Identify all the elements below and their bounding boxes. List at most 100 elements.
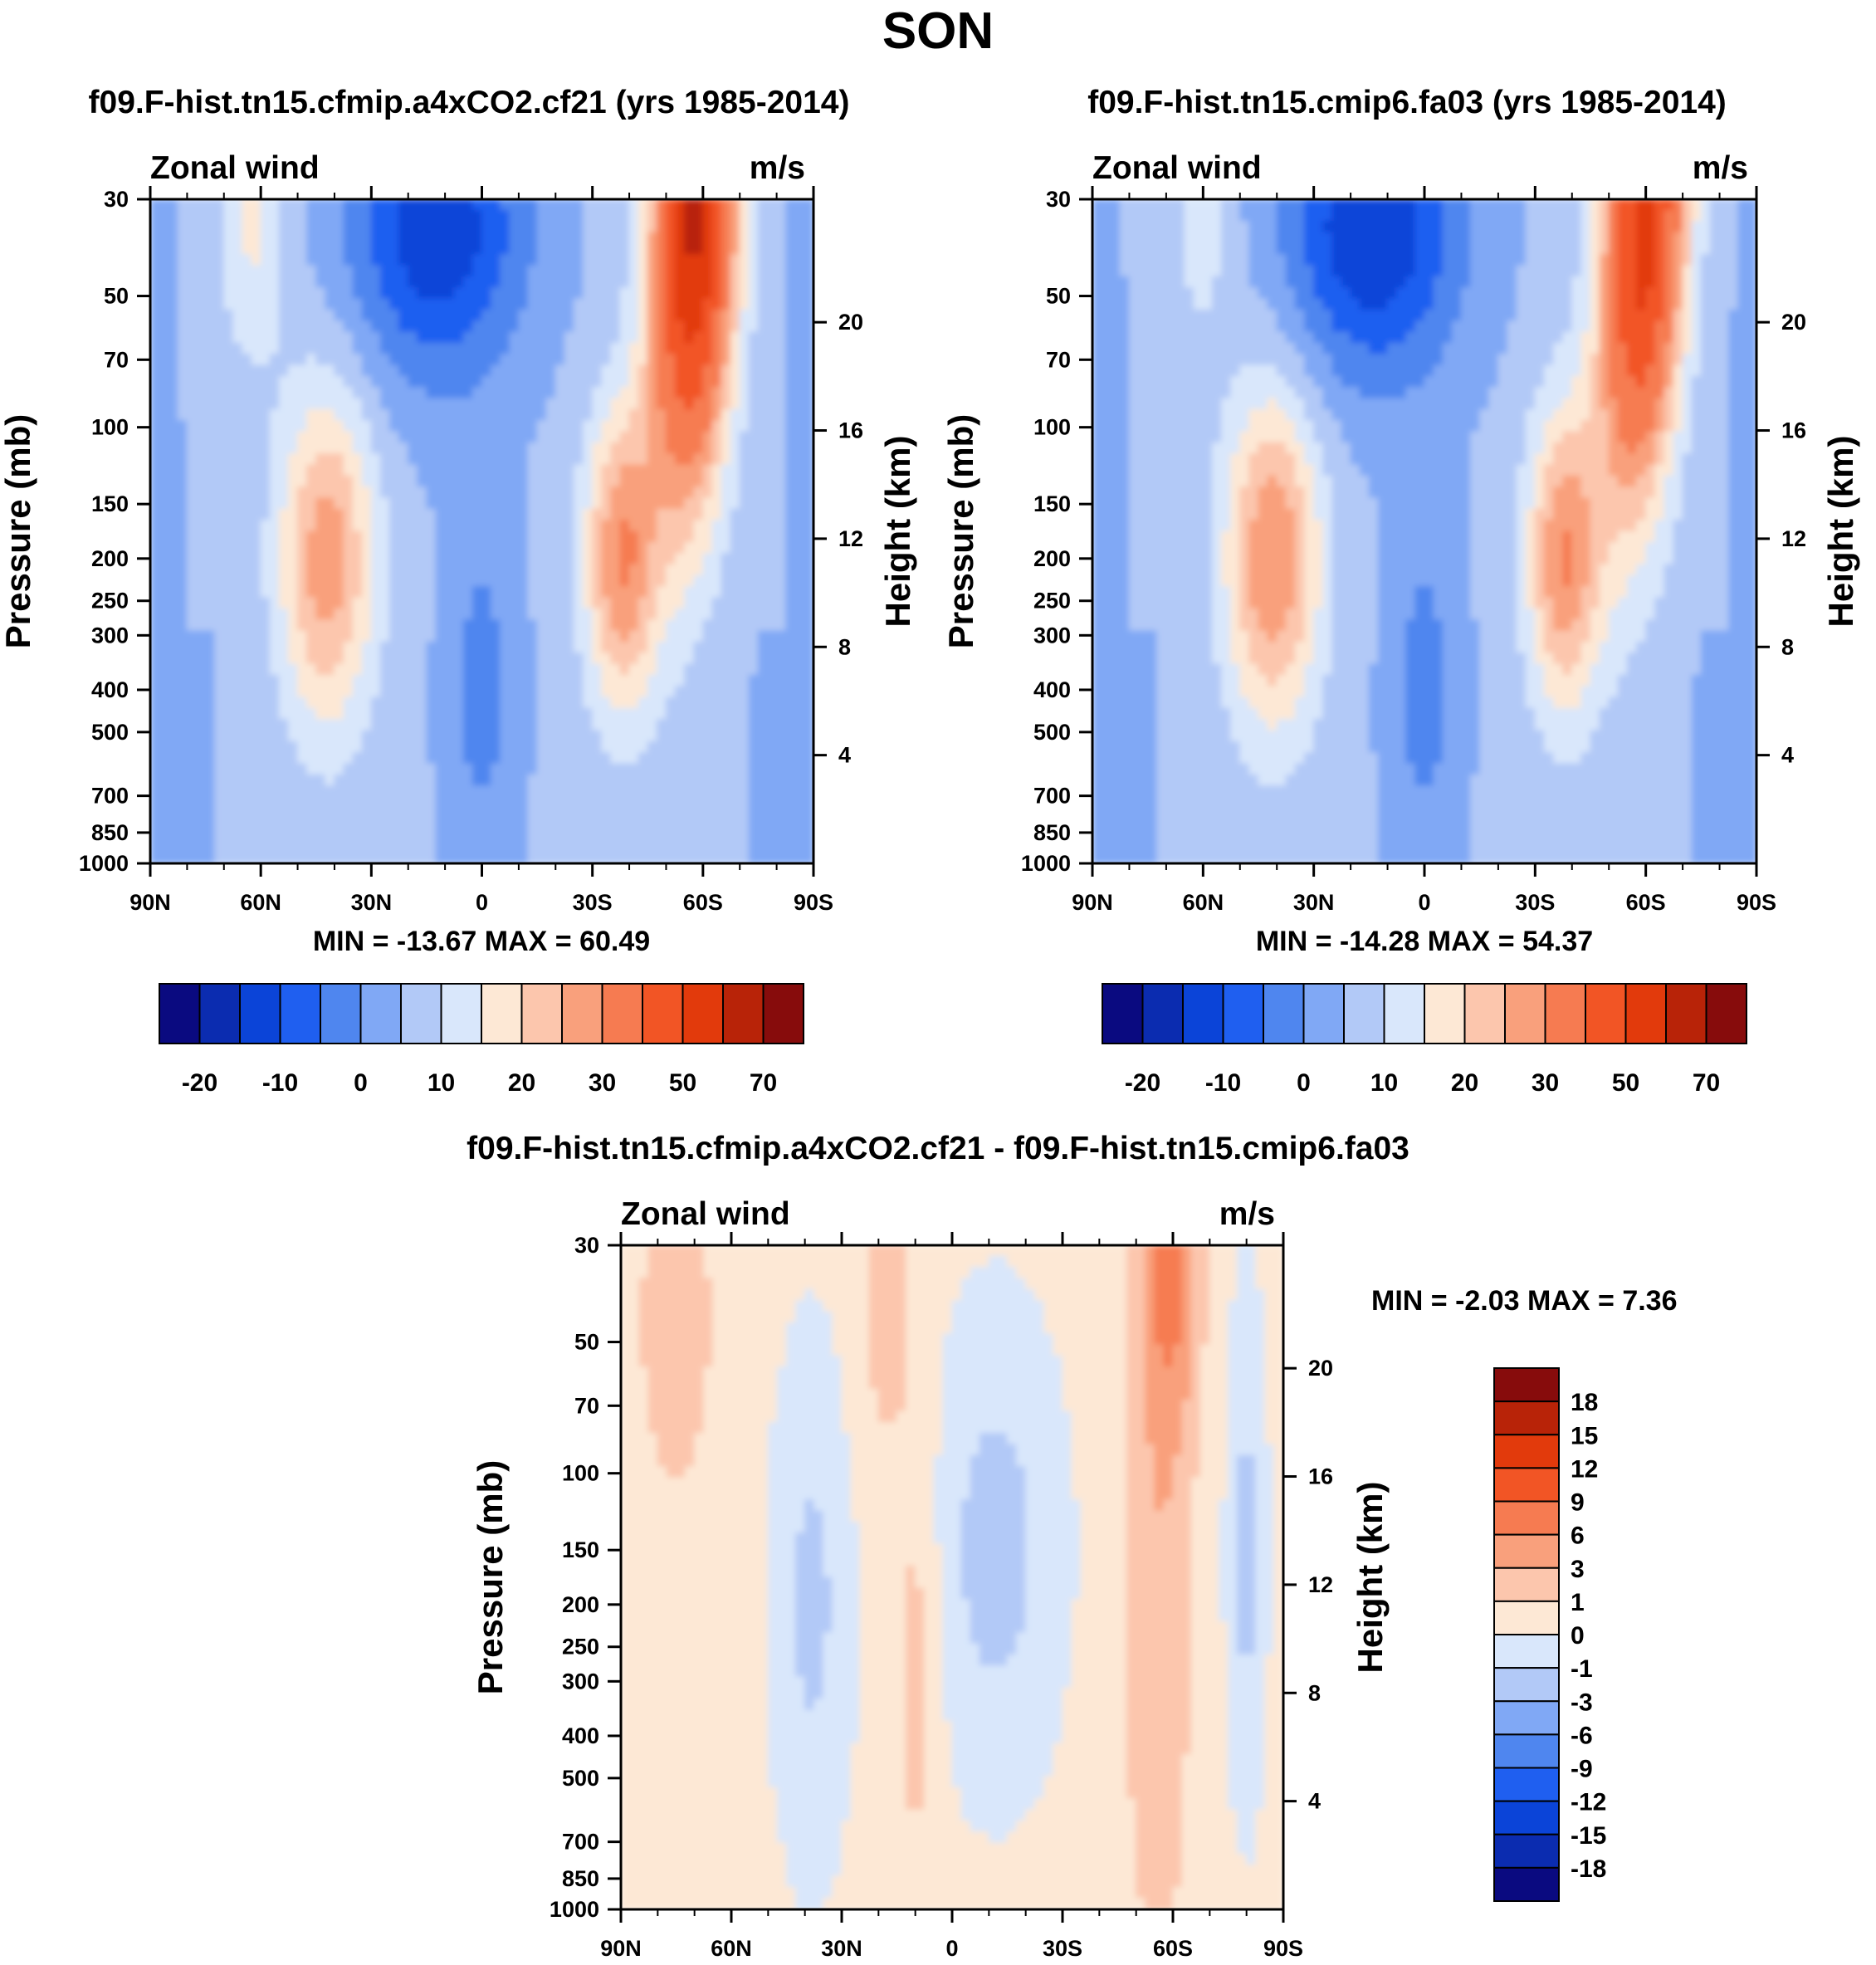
left-colorbar-swatch — [682, 983, 724, 1044]
right-min-max-label: MIN = -14.28 MAX = 54.37 — [1256, 926, 1593, 957]
right-y2-tick-label: 4 — [1781, 743, 1794, 768]
difference-x-tick-label: 90N — [600, 1936, 642, 1961]
left-y2-tick-label: 4 — [838, 743, 851, 768]
right-y-tick-label: 150 — [1033, 491, 1071, 516]
left-y2-tick-label: 8 — [838, 634, 851, 659]
left-colorbar-swatch — [159, 983, 201, 1044]
right-colorbar-label: 0 — [1297, 1069, 1311, 1097]
difference-x-tick-label: 0 — [945, 1936, 958, 1961]
left-colorbar-swatch — [642, 983, 684, 1044]
difference-contour-fill — [621, 1245, 1283, 1909]
difference-colorbar-label: 9 — [1571, 1489, 1585, 1517]
left-colorbar-swatch — [400, 983, 442, 1044]
left-colorbar-swatch — [601, 983, 643, 1044]
right-y-tick-label: 50 — [1046, 284, 1071, 309]
right-y-tick-label: 400 — [1033, 677, 1071, 702]
right-y-tick-label: 700 — [1033, 784, 1071, 809]
difference-colorbar-label: 0 — [1571, 1622, 1585, 1650]
right-panel: 90N 60N 30N 0 30S 60S 90S 30 50 70 100 150 200 250 300… — [941, 150, 1860, 957]
left-contour-fill — [150, 199, 813, 863]
diff-panel-title: f09.F-hist.tn15.cfmip.a4xCO2.cf21 - f09.… — [467, 1131, 1409, 1166]
right-colorbar-swatch — [1665, 983, 1707, 1044]
difference-y2-tick-label: 16 — [1308, 1464, 1333, 1489]
difference-colorbar-swatch — [1493, 1367, 1560, 1403]
right-y2-axis-title: Height (km) — [1821, 436, 1860, 628]
difference-y-tick-label: 400 — [562, 1723, 599, 1748]
left-colorbar-label: 0 — [354, 1069, 368, 1097]
right-y2-tick-label: 12 — [1781, 526, 1806, 551]
difference-colorbar-swatch — [1493, 1800, 1560, 1835]
left-x-tick-label: 0 — [476, 890, 488, 915]
right-x-tick-label: 30S — [1515, 890, 1555, 915]
difference-min-max-label: MIN = -2.03 MAX = 7.36 — [1371, 1285, 1678, 1317]
difference-colorbar-swatch — [1493, 1733, 1560, 1769]
right-x-tick-label: 60N — [1183, 890, 1224, 915]
right-colorbar-swatch — [1182, 983, 1224, 1044]
right-colorbar-label: -20 — [1125, 1069, 1160, 1097]
right-colorbar-swatch — [1544, 983, 1586, 1044]
difference-y-axis-title: Pressure (mb) — [471, 1460, 510, 1694]
difference-colorbar: 18 15 12 9 6 3 1 0 -1 -3 -6 -9 -12 -15 -18 — [1493, 1367, 1606, 1902]
right-y-tick-label: 250 — [1033, 589, 1071, 613]
right-colorbar-label: -10 — [1205, 1069, 1241, 1097]
left-y-tick-label: 1000 — [79, 851, 129, 876]
difference-y-tick-label: 300 — [562, 1669, 599, 1694]
left-x-tick-label: 90S — [794, 890, 833, 915]
difference-colorbar-label: 1 — [1571, 1589, 1585, 1616]
difference-colorbar-label: -1 — [1571, 1655, 1593, 1683]
left-panel-title: f09.F-hist.tn15.cfmip.a4xCO2.cf21 (yrs 1… — [88, 85, 850, 120]
right-units-label: m/s — [1693, 150, 1748, 186]
figure-title: SON — [882, 2, 994, 60]
left-colorbar-label: 20 — [508, 1069, 535, 1097]
difference-y-tick-label: 250 — [562, 1635, 599, 1659]
left-y2-tick-label: 12 — [838, 526, 863, 551]
difference-x-tick-label: 60S — [1153, 1936, 1193, 1961]
difference-x-tick-label: 60N — [711, 1936, 752, 1961]
left-colorbar-swatch — [359, 983, 402, 1044]
right-colorbar: -20 -10 0 10 20 30 50 70 — [1102, 983, 1747, 1097]
left-y2-tick-label: 20 — [838, 310, 863, 335]
right-y2-tick-label: 8 — [1781, 634, 1794, 659]
difference-colorbar-swatch — [1493, 1467, 1560, 1503]
right-x-tick-label: 60S — [1626, 890, 1666, 915]
difference-y2-tick-label: 20 — [1308, 1356, 1333, 1381]
left-colorbar: -20 -10 0 10 20 30 50 70 — [159, 983, 804, 1097]
left-y-tick-label: 500 — [91, 720, 129, 745]
difference-colorbar-swatch — [1493, 1533, 1560, 1569]
left-colorbar-swatch — [481, 983, 523, 1044]
right-y-axis-title: Pressure (mb) — [941, 414, 980, 648]
right-colorbar-swatch — [1102, 983, 1144, 1044]
difference-y-tick-label: 30 — [574, 1233, 599, 1258]
left-colorbar-swatch — [198, 983, 241, 1044]
difference-y-tick-label: 150 — [562, 1537, 599, 1562]
right-y-tick-label: 200 — [1033, 546, 1071, 571]
right-colorbar-label: 50 — [1612, 1069, 1639, 1097]
difference-x-tick-label: 30N — [821, 1936, 862, 1961]
difference-y-tick-label: 50 — [574, 1330, 599, 1355]
right-x-tick-label: 30N — [1293, 890, 1335, 915]
left-min-max-label: MIN = -13.67 MAX = 60.49 — [313, 926, 650, 957]
right-y-tick-label: 300 — [1033, 623, 1071, 648]
left-x-tick-label: 90N — [129, 890, 171, 915]
left-x-tick-label: 30N — [351, 890, 393, 915]
right-colorbar-swatch — [1705, 983, 1747, 1044]
left-y-tick-label: 70 — [104, 347, 129, 372]
difference-colorbar-label: -3 — [1571, 1689, 1593, 1716]
difference-variable-label: Zonal wind — [621, 1196, 790, 1232]
difference-colorbar-label: -18 — [1571, 1855, 1606, 1883]
difference-y-tick-label: 700 — [562, 1830, 599, 1855]
left-y-axis-title: Pressure (mb) — [0, 414, 37, 648]
left-colorbar-label: 30 — [589, 1069, 616, 1097]
difference-x-tick-label: 90S — [1263, 1936, 1303, 1961]
difference-panel: 90N 60N 30N 0 30S 60S 90S305070100150200250300… — [471, 1196, 1678, 1961]
left-y-tick-label: 50 — [104, 284, 129, 309]
right-colorbar-label: 20 — [1451, 1069, 1478, 1097]
difference-colorbar-swatch — [1493, 1866, 1560, 1902]
difference-colorbar-swatch — [1493, 1667, 1560, 1703]
left-colorbar-label: 50 — [669, 1069, 696, 1097]
right-colorbar-swatch — [1302, 983, 1345, 1044]
right-y-tick-label: 500 — [1033, 720, 1071, 745]
difference-y-tick-label: 500 — [562, 1766, 599, 1791]
left-y-tick-label: 250 — [91, 589, 129, 613]
